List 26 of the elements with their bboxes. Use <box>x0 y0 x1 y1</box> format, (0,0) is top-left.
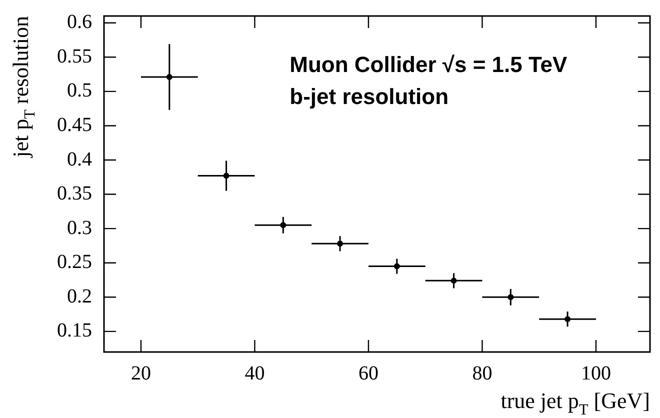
y-tick-label: 0.5 <box>67 80 92 102</box>
y-tick-label: 0.6 <box>67 11 92 34</box>
point <box>280 222 286 228</box>
x-tick-label: 80 <box>472 362 492 384</box>
y-tick-label: 0.55 <box>57 45 92 68</box>
point <box>223 172 230 179</box>
annotation: b-jet resolution <box>290 84 449 110</box>
x-tick-label: 40 <box>244 362 265 384</box>
point <box>508 294 514 300</box>
point <box>166 74 172 80</box>
y-tick-label: 0.3 <box>67 216 92 239</box>
y-axis-title: jet pT resolution <box>8 16 39 158</box>
point <box>564 316 571 322</box>
y-tick-label: 0.4 <box>67 148 92 170</box>
point <box>394 263 400 270</box>
y-tick-label: 0.45 <box>57 114 92 136</box>
y-tick-label: 0.2 <box>67 285 92 308</box>
point <box>450 278 457 284</box>
point <box>337 240 344 247</box>
y-tick-label: 0.25 <box>57 251 92 274</box>
y-tick-label: 0.15 <box>57 320 92 342</box>
x-tick-label: 100 <box>580 362 611 384</box>
x-tick-label: 60 <box>358 362 378 384</box>
x-tick-label: 20 <box>130 362 151 384</box>
annotation: Muon Collider √s = 1.5 TeV <box>290 52 568 78</box>
y-tick-label: 0.35 <box>57 182 92 205</box>
